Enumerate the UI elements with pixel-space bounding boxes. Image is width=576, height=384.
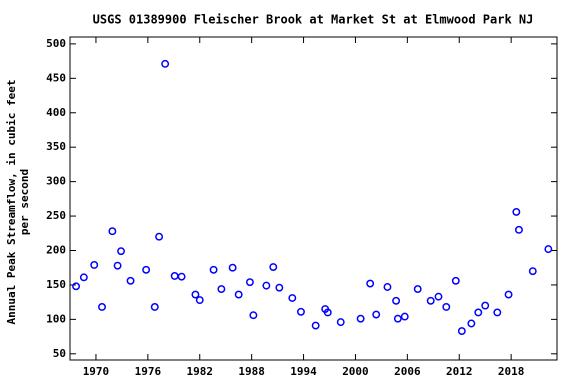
data-point bbox=[249, 311, 258, 320]
data-point bbox=[366, 279, 375, 288]
data-point bbox=[392, 296, 401, 305]
x-tick-label: 2018 bbox=[498, 365, 525, 378]
y-tick-label: 400 bbox=[46, 106, 66, 119]
y-tick-label: 200 bbox=[46, 243, 66, 256]
data-point bbox=[393, 314, 402, 323]
data-point bbox=[297, 307, 305, 316]
data-point bbox=[457, 327, 466, 336]
data-point bbox=[72, 282, 81, 291]
data-point bbox=[161, 59, 170, 68]
data-point bbox=[474, 308, 483, 317]
chart-title: USGS 01389900 Fleischer Brook at Market … bbox=[93, 13, 534, 27]
data-point bbox=[117, 247, 125, 256]
data-point bbox=[493, 308, 502, 317]
x-tick-label: 1976 bbox=[135, 365, 162, 378]
data-point bbox=[323, 308, 332, 317]
data-point bbox=[155, 232, 164, 241]
data-point bbox=[512, 207, 521, 216]
data-point bbox=[126, 276, 135, 285]
data-point bbox=[467, 319, 476, 328]
data-point bbox=[481, 301, 490, 310]
data-point bbox=[177, 272, 186, 281]
x-tick-label: 1988 bbox=[238, 365, 265, 378]
data-point bbox=[442, 303, 451, 311]
y-tick-label: 100 bbox=[46, 312, 66, 325]
y-tick-label: 250 bbox=[46, 209, 66, 222]
data-point bbox=[142, 265, 151, 274]
data-point bbox=[528, 267, 537, 276]
data-point bbox=[113, 261, 122, 270]
data-point bbox=[336, 318, 345, 327]
data-point bbox=[275, 283, 284, 292]
data-point bbox=[191, 290, 200, 299]
data-point bbox=[245, 278, 254, 287]
x-tick-label: 2006 bbox=[394, 365, 421, 378]
data-point bbox=[209, 265, 218, 274]
data-point bbox=[311, 321, 320, 330]
data-point bbox=[288, 294, 297, 302]
x-tick-label: 1982 bbox=[187, 365, 214, 378]
data-point bbox=[195, 296, 204, 305]
data-point bbox=[108, 227, 117, 236]
y-axis-label: per second bbox=[18, 169, 31, 235]
y-tick-label: 50 bbox=[53, 347, 66, 360]
data-point bbox=[79, 273, 88, 282]
data-point bbox=[514, 225, 523, 234]
data-point bbox=[217, 285, 226, 294]
x-tick-label: 1994 bbox=[290, 365, 317, 378]
y-tick-label: 450 bbox=[46, 71, 66, 84]
data-point bbox=[356, 314, 365, 323]
data-point bbox=[544, 245, 553, 254]
data-point bbox=[90, 261, 99, 269]
x-tick-label: 2000 bbox=[342, 365, 369, 378]
y-tick-label: 350 bbox=[46, 140, 66, 153]
y-axis-label: Annual Peak Streamflow, in cubic feet bbox=[5, 79, 18, 324]
y-tick-label: 300 bbox=[46, 175, 66, 188]
data-point bbox=[383, 283, 392, 291]
data-point bbox=[262, 281, 271, 290]
y-tick-label: 500 bbox=[46, 37, 66, 50]
data-point bbox=[372, 310, 381, 319]
plot-frame bbox=[69, 36, 558, 361]
data-point bbox=[98, 303, 106, 311]
data-point bbox=[434, 292, 443, 301]
data-point bbox=[451, 276, 460, 285]
data-point bbox=[150, 303, 159, 311]
data-point bbox=[426, 296, 435, 305]
data-point bbox=[400, 312, 409, 321]
data-point bbox=[269, 263, 278, 271]
data-point bbox=[228, 263, 237, 272]
x-tick-label: 2012 bbox=[446, 365, 473, 378]
x-tick-label: 1970 bbox=[83, 365, 110, 378]
data-point bbox=[234, 290, 243, 299]
y-tick-label: 150 bbox=[46, 278, 66, 291]
data-point bbox=[413, 285, 422, 294]
data-point bbox=[504, 290, 513, 299]
